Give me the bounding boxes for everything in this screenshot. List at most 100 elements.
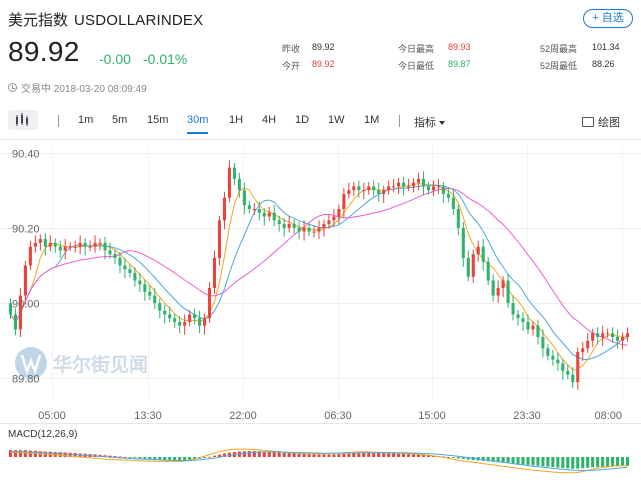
macd-histogram-bar [387,453,391,457]
macd-histogram-bar [188,457,192,460]
chart-toolbar: 1m 5m 15m 30m 1H 4H 1D 1W 1M 指标 绘图 [0,107,641,135]
y-tick-label: 89.80 [12,374,40,386]
ma-slow-line [10,187,628,346]
candle [138,280,142,285]
macd-histogram-bar [257,451,261,457]
candle [591,333,595,341]
candle [516,314,520,319]
macd-histogram-bar [531,457,535,466]
candle [342,193,346,209]
candle [347,190,351,194]
macd-histogram-bar [128,457,132,458]
candle [48,242,52,247]
x-axis-labels: 05:00 13:30 22:00 06:30 15:00 23:30 08:00 [38,410,622,422]
clock-icon [8,83,17,92]
candle [203,318,207,326]
candle [28,246,32,266]
candle [421,178,426,187]
stat-value-open: 89.92 [312,59,335,69]
macd-histogram-bar [118,456,122,458]
macd-histogram-bar [322,454,326,457]
macd-histogram-bar [581,457,585,469]
candle [252,209,256,210]
candle [586,340,590,349]
period-1mo[interactable]: 1M [364,114,380,126]
macd-histogram-bar [412,454,416,457]
chart-area[interactable]: 华尔街见闻 90.40 90.20 90.00 89.80 05:00 13:30 22:… [0,139,641,499]
candle [397,182,401,187]
add-watchlist-button[interactable]: + 自选 [583,9,633,28]
macd-histogram-bar [506,457,510,464]
candle [272,212,276,221]
macd-histogram-bar [521,457,525,465]
indicator-label: 指标 [414,117,436,129]
macd-histogram-bar [620,457,625,467]
macd-histogram-bar [183,457,187,461]
x-tick-label: 13:30 [134,410,162,422]
macd-histogram-bar [416,454,421,457]
macd-dea-line [10,451,628,471]
candle [327,220,331,225]
period-30m[interactable]: 30m [187,114,209,134]
candle [63,246,67,251]
trading-status-text: 交易中 2018-03-20 08:09:49 [21,84,147,95]
candle [616,337,620,341]
candle [33,242,37,247]
candle [13,314,18,330]
candle [566,370,570,375]
stat-value-prev-close: 89.92 [312,42,335,52]
macd-histogram-bar [212,455,217,457]
candle [43,239,47,247]
macd-histogram-bar [267,451,271,457]
candle [402,182,406,187]
macd-histogram-bar [287,453,291,457]
macd-histogram-bar [451,457,455,458]
period-1w[interactable]: 1W [328,114,345,126]
macd-histogram-bar [382,453,386,457]
macd-histogram-bar [491,457,495,462]
period-5m[interactable]: 5m [112,114,128,126]
candle [536,325,540,337]
instrument-name: 美元指数 [8,12,69,29]
candle [377,190,381,194]
macd-histogram-bar [8,450,13,457]
candle [382,190,386,194]
quote-header: 美元指数 USDOLLARINDEX + 自选 89.92 -0.00 -0.01… [0,0,641,100]
candle [307,227,311,232]
candle [227,167,231,198]
candle [123,265,127,270]
draw-button[interactable]: 绘图 [582,114,620,130]
macd-histogram-bar [496,457,500,463]
macd-histogram-bar [247,451,251,457]
candle [521,318,525,322]
macd-histogram-bar [456,457,460,459]
candle [277,220,281,225]
candle [526,321,530,330]
candle [103,242,107,251]
macd-histogram-bar [481,457,485,461]
stat-value-52w-low: 88.26 [592,59,615,69]
x-tick-label: 08:00 [594,410,622,422]
indicator-dropdown[interactable]: 指标 [414,114,445,130]
chart-type-button[interactable] [8,110,38,130]
period-1d[interactable]: 1D [295,114,310,126]
candle [466,257,470,277]
macd-histogram-bar [342,453,346,457]
macd-histogram-bar [217,454,222,457]
candle [222,197,226,221]
candle [168,314,172,319]
period-4h[interactable]: 4H [262,114,277,126]
macd-histogram-bar [68,452,72,457]
period-1m[interactable]: 1m [78,114,94,126]
candles [8,160,630,390]
period-15m[interactable]: 15m [147,114,169,126]
price-change-percent: -0.01% [143,51,188,67]
period-1h[interactable]: 1H [229,114,244,126]
candle [18,295,22,330]
candle [232,167,236,179]
macd-histogram-bar [571,457,575,469]
y-tick-label: 90.20 [12,224,40,236]
macd-histogram-bar [546,457,550,467]
draw-label: 绘图 [598,117,620,129]
macd-histogram-bar [511,457,515,464]
